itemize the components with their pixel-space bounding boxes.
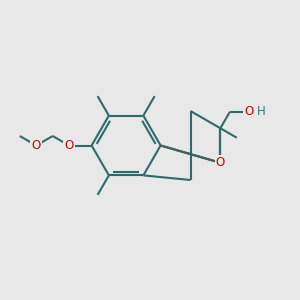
- Text: H: H: [257, 105, 266, 118]
- Text: O: O: [216, 156, 225, 169]
- Text: O: O: [32, 139, 41, 152]
- Text: O: O: [64, 139, 74, 152]
- Text: O: O: [244, 105, 254, 118]
